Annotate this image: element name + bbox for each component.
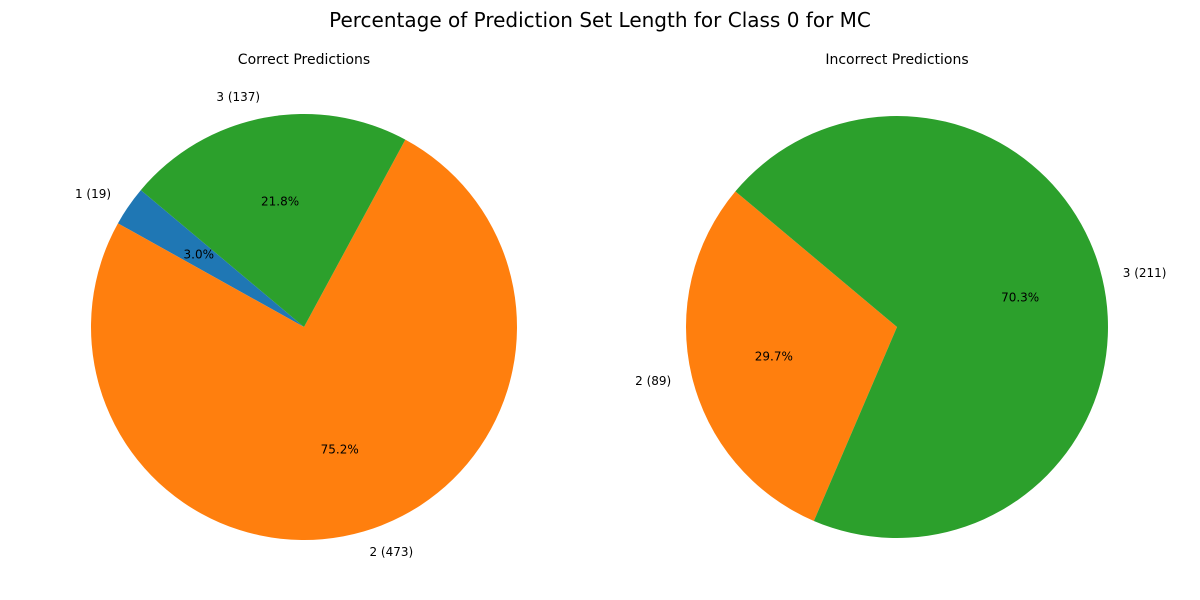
pie-correct-label-1: 1 (19): [75, 187, 111, 201]
figure-title: Percentage of Prediction Set Length for …: [329, 8, 871, 32]
pie-incorrect-slice-2: [685, 191, 897, 521]
pie-correct-slice-2: [90, 139, 517, 540]
pie-incorrect-label-2: 2 (89): [635, 374, 671, 388]
pie-correct-percent-1: 3.0%: [184, 248, 215, 262]
pie-correct: Correct Predictions 3.0% 1 (19) 75.2% 2 (47…: [75, 52, 517, 559]
pie-correct-label-2: 2 (473): [369, 545, 413, 559]
pie-incorrect: Incorrect Predictions 29.7% 2 (89) 70.3% 3 …: [635, 52, 1166, 538]
pie-correct-label-3: 3 (137): [216, 90, 260, 104]
pie-incorrect-label-3: 3 (211): [1123, 266, 1167, 280]
pie-correct-title: Correct Predictions: [238, 52, 370, 68]
pie-correct-percent-2: 75.2%: [321, 443, 359, 457]
pie-incorrect-slice-3: [735, 115, 1108, 538]
pie-incorrect-percent-2: 29.7%: [755, 349, 793, 363]
pie-incorrect-percent-3: 70.3%: [1001, 291, 1039, 305]
pie-correct-percent-3: 21.8%: [261, 194, 299, 208]
pie-correct-slice-1: [117, 190, 305, 327]
pie-incorrect-title: Incorrect Predictions: [825, 52, 968, 68]
pie-correct-slice-3: [140, 113, 406, 327]
